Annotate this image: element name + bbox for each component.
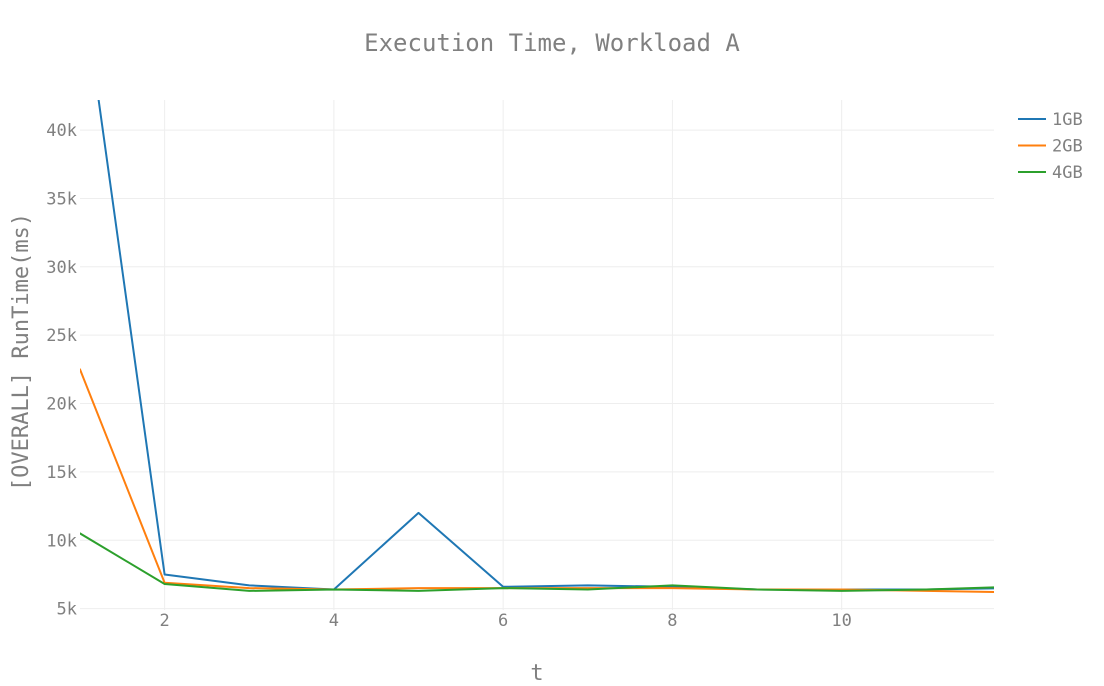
y-tick-label: 30k (46, 258, 77, 278)
legend-label: 1GB (1052, 110, 1083, 130)
x-axis-title: t (530, 661, 543, 686)
x-tick-label: 2 (160, 611, 170, 631)
series-line-2gb (80, 368, 994, 593)
x-tick-label: 10 (831, 611, 851, 631)
y-tick-label: 20k (46, 395, 77, 415)
y-axis: 5k 10k 15k 20k 25k 30k 35k 40k (46, 121, 77, 620)
legend-label: 2GB (1052, 137, 1083, 157)
y-axis-title: [OVERALL] RunTime(ms) (9, 213, 34, 491)
x-tick-label: 8 (667, 611, 677, 631)
series-line-4gb (80, 532, 994, 592)
grid (80, 100, 994, 610)
chart-title: Execution Time, Workload A (364, 29, 740, 57)
x-tick-label: 4 (329, 611, 339, 631)
y-tick-label: 25k (46, 326, 77, 346)
x-axis: 2 4 6 8 10 (160, 611, 852, 631)
legend-label: 4GB (1052, 163, 1083, 183)
legend[interactable]: 1GB 2GB 4GB (1018, 110, 1083, 183)
y-tick-label: 35k (46, 189, 77, 209)
legend-item-1gb[interactable]: 1GB (1018, 110, 1083, 130)
legend-item-2gb[interactable]: 2GB (1018, 137, 1083, 157)
series-line-1gb (97, 100, 994, 591)
x-tick-label: 6 (498, 611, 508, 631)
series-layer (80, 100, 994, 593)
legend-item-4gb[interactable]: 4GB (1018, 163, 1083, 183)
y-tick-label: 40k (46, 121, 77, 141)
y-tick-label: 5k (57, 600, 77, 620)
y-tick-label: 15k (46, 463, 77, 483)
y-tick-label: 10k (46, 531, 77, 551)
